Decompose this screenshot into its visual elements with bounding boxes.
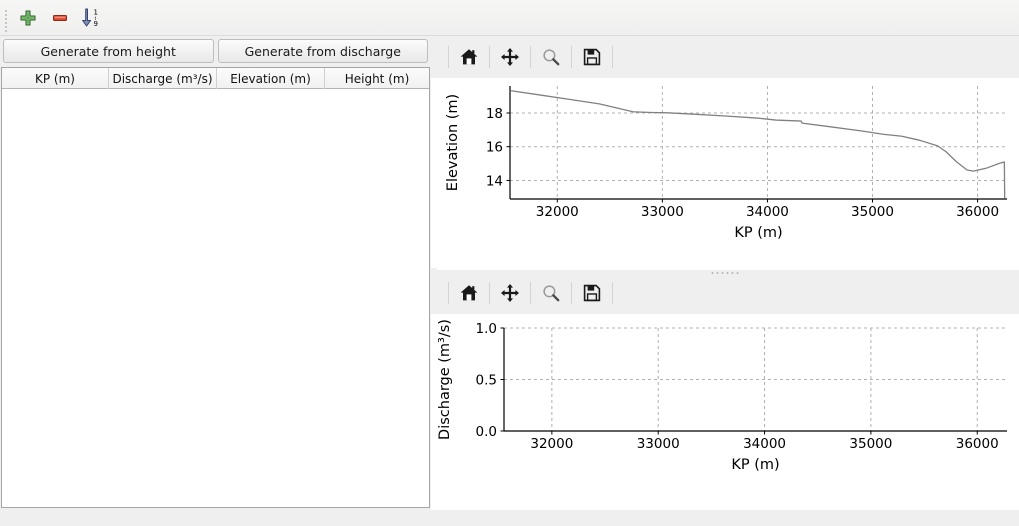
toolbar-separator [530, 282, 531, 304]
x-tick-label: 32000 [536, 204, 579, 220]
discharge-chart: 32000 33000 34000 35000 36000 0.0 0.5 1.0 KP (m)… [437, 319, 1007, 473]
toolbar-drag-handle[interactable] [4, 8, 9, 32]
x-tick-label: 33000 [637, 436, 680, 452]
pan-button[interactable] [495, 278, 525, 308]
magnifier-icon [543, 49, 560, 66]
sort-1-9-icon: 1 9 [82, 8, 98, 28]
x-tick-label: 32000 [530, 436, 573, 452]
y-axis-label: Elevation (m) [445, 94, 461, 191]
minus-icon [53, 15, 67, 21]
toolbar-separator [571, 282, 572, 304]
plus-icon [20, 10, 36, 26]
discharge-plot-section: 32000 33000 34000 35000 36000 0.0 0.5 1.0 KP (m)… [431, 272, 1019, 510]
toolbar-separator [571, 46, 572, 68]
add-row-button[interactable] [14, 4, 42, 32]
splitter-fill [431, 262, 1019, 270]
column-header-kp[interactable]: KP (m) [2, 68, 109, 89]
discharge-plot-toolbar [431, 272, 1019, 314]
x-tick-label: 36000 [956, 204, 999, 220]
x-tick-label: 33000 [641, 204, 684, 220]
y-tick-label: 14 [486, 173, 503, 189]
y-tick-label: 1.0 [476, 321, 497, 337]
status-bar [0, 510, 1019, 526]
y-axis-label: Discharge (m³/s) [437, 319, 453, 440]
floppy-save-icon [583, 48, 601, 66]
elevation-chart: 32000 33000 34000 35000 36000 14 16 18 KP (m) Ele… [445, 86, 1007, 241]
svg-text:1: 1 [94, 9, 98, 17]
toolbar-separator [612, 46, 613, 68]
x-tick-label: 35000 [849, 436, 892, 452]
table-header-row: KP (m) Discharge (m³/s) Elevation (m) He… [2, 67, 429, 89]
column-header-height[interactable]: Height (m) [344, 71, 410, 86]
home-button[interactable] [454, 278, 484, 308]
move-icon [501, 48, 519, 66]
x-tick-label: 35000 [851, 204, 894, 220]
move-icon [501, 284, 519, 302]
zoom-button[interactable] [536, 42, 566, 72]
data-table: KP (m) Discharge (m³/s) Elevation (m) He… [1, 67, 430, 508]
home-icon [460, 49, 478, 65]
generate-button-group: Generate from height Generate from disch… [3, 39, 428, 63]
generate-from-discharge-button[interactable]: Generate from discharge [217, 39, 428, 63]
elevation-plot-canvas[interactable]: 32000 33000 34000 35000 36000 14 16 18 KP (m) Ele… [431, 78, 1019, 268]
save-button[interactable] [577, 42, 607, 72]
discharge-plot-canvas[interactable]: 32000 33000 34000 35000 36000 0.0 0.5 1.0 KP (m)… [431, 314, 1019, 510]
x-tick-label: 34000 [746, 204, 789, 220]
toolbar-separator [612, 282, 613, 304]
remove-row-button[interactable] [46, 4, 74, 32]
elevation-plot-section: 32000 33000 34000 35000 36000 14 16 18 KP (m) Ele… [431, 36, 1019, 268]
toolbar-separator [489, 46, 490, 68]
svg-text:9: 9 [94, 20, 98, 28]
toolbar-separator [448, 46, 449, 68]
elevation-plot-toolbar [431, 36, 1019, 78]
x-axis-label: KP (m) [731, 457, 779, 473]
column-header-discharge[interactable]: Discharge (m³/s) [109, 68, 217, 89]
app-toolbar: 1 9 [0, 0, 1019, 36]
home-icon [460, 285, 478, 301]
magnifier-icon [543, 285, 560, 302]
toolbar-separator [530, 46, 531, 68]
y-tick-label: 0.0 [476, 424, 497, 440]
x-axis-label: KP (m) [734, 225, 782, 241]
y-tick-label: 0.5 [476, 373, 497, 389]
x-tick-label: 36000 [956, 436, 999, 452]
zoom-button[interactable] [536, 278, 566, 308]
panel-splitter[interactable] [431, 268, 437, 308]
table-body[interactable] [2, 89, 429, 506]
y-tick-label: 16 [486, 140, 503, 156]
plot-splitter[interactable] [431, 270, 1019, 276]
sort-ascending-button[interactable]: 1 9 [78, 4, 106, 32]
data-line [510, 90, 1006, 199]
save-button[interactable] [577, 278, 607, 308]
left-panel: Generate from height Generate from disch… [0, 36, 431, 510]
toolbar-separator [489, 282, 490, 304]
generate-from-height-button[interactable]: Generate from height [3, 39, 214, 63]
pan-button[interactable] [495, 42, 525, 72]
floppy-save-icon [583, 284, 601, 302]
home-button[interactable] [454, 42, 484, 72]
column-header-elevation[interactable]: Elevation (m) [217, 68, 325, 89]
splitter-grip [711, 272, 739, 274]
x-tick-label: 34000 [743, 436, 786, 452]
toolbar-separator [448, 282, 449, 304]
y-tick-label: 18 [486, 106, 503, 122]
